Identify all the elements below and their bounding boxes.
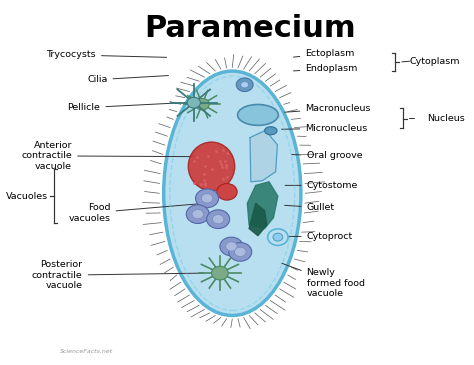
Circle shape xyxy=(207,210,229,228)
Text: Oral groove: Oral groove xyxy=(292,151,362,160)
Text: Nucleus: Nucleus xyxy=(427,114,465,123)
Text: Anterior
contractile
vacuole: Anterior contractile vacuole xyxy=(21,141,193,171)
Circle shape xyxy=(273,233,283,241)
Ellipse shape xyxy=(188,142,235,191)
Circle shape xyxy=(217,184,237,200)
Circle shape xyxy=(226,242,237,251)
Circle shape xyxy=(212,215,224,224)
Text: Gullet: Gullet xyxy=(284,203,335,212)
Text: Ectoplasm: Ectoplasm xyxy=(293,49,355,58)
Text: ScienceFacts.net: ScienceFacts.net xyxy=(60,349,113,354)
Text: Vacuoles: Vacuoles xyxy=(6,192,48,201)
Polygon shape xyxy=(247,182,278,228)
Polygon shape xyxy=(249,203,267,236)
Ellipse shape xyxy=(264,127,277,135)
Polygon shape xyxy=(250,130,277,182)
Circle shape xyxy=(220,237,243,256)
Circle shape xyxy=(241,81,249,88)
Text: Trycocysts: Trycocysts xyxy=(46,50,167,59)
Text: Macronucleus: Macronucleus xyxy=(284,104,371,113)
Circle shape xyxy=(236,78,253,92)
Circle shape xyxy=(196,189,219,208)
Text: Pellicle: Pellicle xyxy=(68,103,180,112)
Circle shape xyxy=(201,194,213,203)
Circle shape xyxy=(195,99,210,110)
Text: Paramecium: Paramecium xyxy=(144,14,356,43)
Circle shape xyxy=(268,229,288,245)
Circle shape xyxy=(211,266,228,280)
Text: Endoplasm: Endoplasm xyxy=(293,64,358,73)
Text: Cilia: Cilia xyxy=(87,75,168,84)
Circle shape xyxy=(192,210,203,219)
Circle shape xyxy=(186,205,210,223)
Ellipse shape xyxy=(164,71,301,315)
Text: Cytostome: Cytostome xyxy=(285,181,358,190)
Circle shape xyxy=(187,97,201,108)
Text: Micronucleus: Micronucleus xyxy=(282,124,367,133)
Text: Cytoproct: Cytoproct xyxy=(286,232,353,241)
Ellipse shape xyxy=(237,104,278,125)
Circle shape xyxy=(229,242,252,261)
Text: Cytoplasm: Cytoplasm xyxy=(410,57,460,65)
Circle shape xyxy=(235,247,246,257)
Text: Newly
formed food
vacuole: Newly formed food vacuole xyxy=(282,263,365,298)
Text: Food
vacuoles: Food vacuoles xyxy=(69,203,201,223)
Text: Posterior
contractile
vacuole: Posterior contractile vacuole xyxy=(32,260,204,290)
